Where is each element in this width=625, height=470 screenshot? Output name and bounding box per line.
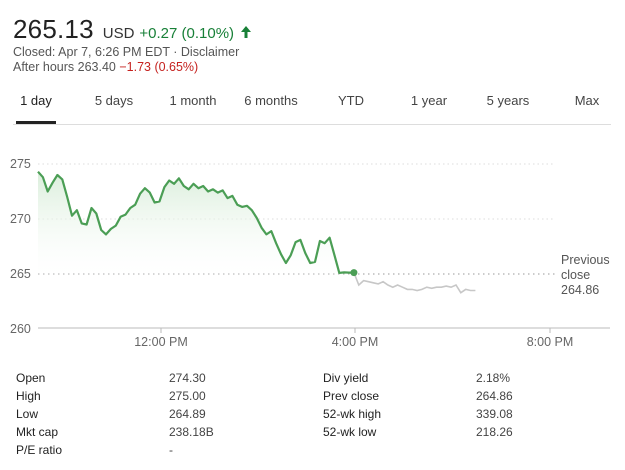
stat-row-pe-ratio: P/E ratio -: [16, 441, 296, 459]
y-tick-265: 265: [10, 267, 31, 281]
tab-1-month[interactable]: 1 month: [169, 93, 217, 108]
tab-ytd[interactable]: YTD: [338, 93, 364, 108]
arrow-up-icon: [240, 25, 252, 39]
stat-label: Open: [16, 371, 46, 385]
tab-1-year[interactable]: 1 year: [410, 93, 448, 108]
after-hours-price: After hours 263.40: [13, 60, 116, 74]
prev-close-value: 264.86: [561, 283, 599, 297]
tab-5-years[interactable]: 5 years: [486, 93, 530, 108]
prev-close-label-line2: close: [561, 268, 590, 282]
x-tick-12pm: 12:00 PM: [134, 335, 188, 349]
stat-value: 238.18B: [169, 425, 214, 439]
stat-label: Div yield: [323, 371, 369, 385]
after-hours-line: [353, 272, 476, 294]
stat-value: -: [169, 443, 173, 457]
stat-value: 274.30: [169, 371, 206, 385]
stat-value: 275.00: [169, 389, 206, 403]
stat-value: 339.08: [476, 407, 513, 421]
stat-row-open: Open 274.30: [16, 369, 296, 387]
tab-max[interactable]: Max: [574, 93, 600, 108]
stat-row-high: High 275.00: [16, 387, 296, 405]
stat-label: Mkt cap: [16, 425, 59, 439]
quote-header: 265.13 USD +0.27 (0.10%): [13, 14, 252, 48]
x-tick-4pm: 4:00 PM: [332, 335, 379, 349]
stat-row-52wk-low: 52-wk low 218.26: [323, 423, 583, 441]
tab-6-months[interactable]: 6 months: [244, 93, 298, 108]
x-tick-8pm: 8:00 PM: [527, 335, 574, 349]
price-chart[interactable]: 275 270 265 260 12:00 PM 4:00 PM 8:00 PM…: [0, 130, 625, 360]
stat-value: 264.86: [476, 389, 513, 403]
stat-value: 264.89: [169, 407, 206, 421]
y-tick-270: 270: [10, 212, 31, 226]
tab-1-day[interactable]: 1 day: [16, 88, 56, 124]
stats-left-column: Open 274.30 High 275.00 Low 264.89 Mkt c…: [16, 369, 296, 459]
regular-session-area: [38, 171, 354, 276]
currency-code: USD: [102, 25, 135, 42]
price-change: +0.27 (0.10%): [139, 25, 235, 42]
stat-label: Low: [16, 407, 39, 421]
stat-row-low: Low 264.89: [16, 405, 296, 423]
stat-label: P/E ratio: [16, 443, 63, 457]
regular-session-line: [37, 170, 354, 274]
stock-price: 265.13: [13, 14, 94, 44]
stat-row-52wk-high: 52-wk high 339.08: [323, 405, 583, 423]
stat-row-div-yield: Div yield 2.18%: [323, 369, 583, 387]
last-price-marker: [350, 269, 358, 277]
range-tabs: 1 day 5 days 1 month 6 months YTD 1 year…: [13, 88, 611, 125]
market-status: Closed: Apr 7, 6:26 PM EDT · Disclaimer: [13, 45, 240, 59]
chart-svg: 275 270 265 260 12:00 PM 4:00 PM 8:00 PM…: [10, 157, 610, 349]
y-tick-275: 275: [10, 157, 31, 171]
stat-label: High: [16, 389, 41, 403]
stat-label: 52-wk low: [323, 425, 377, 439]
stat-label: Prev close: [323, 389, 380, 403]
stats-right-column: Div yield 2.18% Prev close 264.86 52-wk …: [323, 369, 583, 441]
stat-value: 2.18%: [476, 371, 511, 385]
stat-value: 218.26: [476, 425, 513, 439]
after-hours-info: After hours 263.40 −1.73 (0.65%): [13, 60, 198, 74]
stat-label: 52-wk high: [323, 407, 382, 421]
stat-row-prev-close: Prev close 264.86: [323, 387, 583, 405]
stat-row-mkt-cap: Mkt cap 238.18B: [16, 423, 296, 441]
tab-5-days[interactable]: 5 days: [94, 93, 134, 108]
prev-close-label-line1: Previous: [561, 253, 610, 267]
y-tick-260: 260: [10, 322, 31, 336]
after-hours-change: −1.73 (0.65%): [119, 60, 199, 74]
